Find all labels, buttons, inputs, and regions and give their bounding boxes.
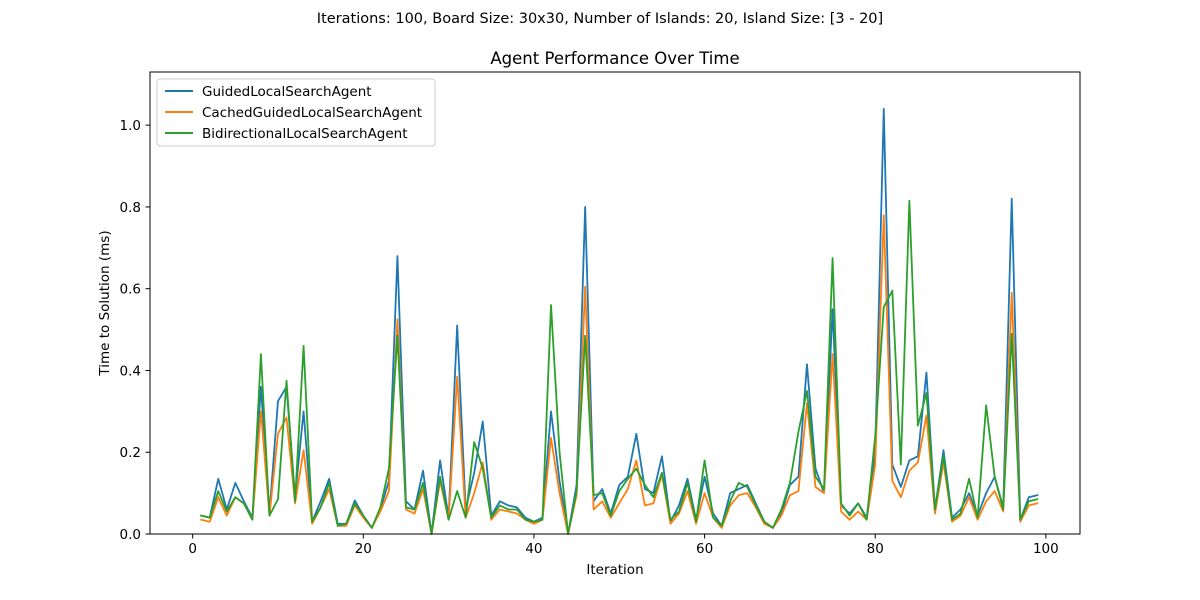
y-tick-label: 1.0 bbox=[120, 118, 141, 134]
y-tick-label: 0.6 bbox=[120, 282, 141, 298]
legend-items: GuidedLocalSearchAgent CachedGuidedLocalS… bbox=[165, 84, 422, 142]
legend-label-1: GuidedLocalSearchAgent bbox=[202, 84, 372, 100]
y-tick-label: 0.2 bbox=[120, 445, 141, 461]
legend-label-3: BidirectionalLocalSearchAgent bbox=[202, 126, 408, 142]
y-tick-label: 0.4 bbox=[120, 363, 141, 379]
x-axis-ticks: 0 20 40 60 80 100 bbox=[188, 534, 1059, 557]
y-axis-ticks: 0.0 0.2 0.4 0.6 0.8 1.0 bbox=[120, 118, 150, 543]
plot-frame bbox=[149, 71, 1081, 535]
series-lines bbox=[200, 107, 1039, 535]
legend: GuidedLocalSearchAgent CachedGuidedLocalS… bbox=[156, 78, 436, 147]
x-tick-label: 100 bbox=[1033, 541, 1059, 557]
x-tick-label: 80 bbox=[867, 541, 884, 557]
x-tick-label: 40 bbox=[525, 541, 542, 557]
legend-label-2: CachedGuidedLocalSearchAgent bbox=[202, 105, 422, 121]
x-tick-label: 60 bbox=[696, 541, 713, 557]
plot-area bbox=[149, 71, 1081, 535]
figure-suptitle: Iterations: 100, Board Size: 30x30, Numb… bbox=[317, 11, 883, 27]
series-line-1 bbox=[200, 107, 1039, 535]
y-axis-label: Time to Solution (ms) bbox=[97, 230, 113, 376]
series-line-3 bbox=[200, 199, 1039, 535]
y-tick-label: 0.8 bbox=[120, 200, 141, 216]
y-tick-label: 0.0 bbox=[120, 527, 141, 543]
legend-frame bbox=[156, 78, 436, 147]
x-axis-label: Iteration bbox=[586, 562, 643, 578]
x-tick-label: 0 bbox=[188, 541, 197, 557]
x-tick-label: 20 bbox=[355, 541, 372, 557]
chart-title: Agent Performance Over Time bbox=[490, 49, 739, 68]
